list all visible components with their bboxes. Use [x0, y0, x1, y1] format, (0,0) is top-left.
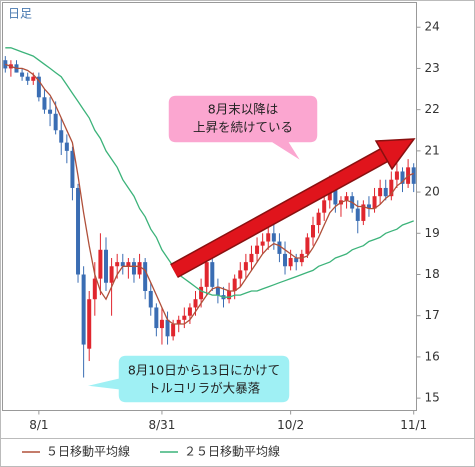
candle-body — [159, 319, 164, 329]
y-tick-label: 15 — [425, 391, 440, 405]
candle-body — [305, 237, 310, 254]
candle-body — [137, 262, 142, 275]
candle-body — [126, 262, 131, 267]
candle-body — [288, 258, 293, 267]
candle-body — [215, 286, 220, 296]
candle-body — [48, 109, 53, 114]
candle-body — [260, 241, 265, 246]
candle-body — [193, 299, 198, 308]
y-tick-label: 19 — [425, 226, 440, 240]
candle-body — [277, 241, 282, 254]
y-tick-label: 16 — [425, 349, 440, 363]
candle-body — [165, 319, 170, 337]
candle-body — [109, 266, 114, 283]
y-tick-label: 17 — [425, 308, 440, 322]
x-tick-label: 10/2 — [277, 418, 304, 432]
candle-body — [266, 233, 271, 242]
overlay: 8月末以降は 上昇を続けている 8月10日から13日にかけて トルコリラが大暴落 — [83, 94, 416, 404]
candle-body — [227, 290, 232, 300]
candle-body — [36, 76, 41, 98]
candle-body — [199, 286, 204, 300]
y-tick-label: 18 — [425, 267, 440, 281]
candle-body — [311, 225, 315, 238]
candle-body — [271, 233, 276, 242]
callout-up — [167, 94, 319, 163]
candle-body — [115, 262, 120, 267]
marks: 15 16 17 18 19 20 21 22 23 24 8/1 8/31 10/2 11/1 — [3, 20, 440, 432]
candle-body — [389, 179, 394, 197]
candle-body — [154, 307, 159, 329]
arrow-shaft — [170, 147, 392, 277]
y-tick-label: 21 — [425, 143, 440, 157]
candle-body — [394, 171, 399, 180]
candle-body — [92, 278, 97, 300]
legend-label: ２５日移動平均線 — [184, 444, 280, 459]
candle-body — [400, 171, 405, 184]
candle-body — [366, 204, 371, 209]
candle-body — [148, 290, 153, 308]
candle-body — [76, 187, 81, 275]
y-tick-label: 24 — [425, 20, 440, 34]
x-tick-label: 8/1 — [29, 418, 48, 432]
candle-body — [204, 262, 209, 287]
candle-body — [20, 72, 25, 77]
candle-body — [64, 142, 69, 151]
candle-body — [316, 212, 321, 226]
candle-body — [322, 200, 327, 213]
candle-body — [31, 76, 36, 81]
candle-body — [104, 249, 108, 283]
candle-body — [238, 270, 243, 279]
candle-body — [187, 307, 192, 316]
callout-text: トルコリラが大暴落 — [148, 381, 261, 396]
candle-body — [249, 253, 254, 263]
moving-average-line — [5, 63, 414, 325]
candle-body — [143, 262, 148, 291]
legend: ５日移動平均線 ２５日移動平均線 — [22, 444, 280, 459]
candle-body — [383, 187, 388, 197]
y-tick-label: 22 — [425, 102, 440, 116]
candle-body — [59, 130, 64, 143]
candle-body — [53, 113, 58, 131]
candle-body — [355, 208, 360, 221]
candle-body — [131, 262, 136, 275]
candle-body — [98, 249, 103, 279]
callout-text: 8月末以降は — [208, 102, 278, 117]
x-tick-label: 8/31 — [148, 418, 175, 432]
candle-body — [70, 150, 75, 188]
candle-body — [120, 262, 125, 267]
candle-body — [176, 319, 181, 324]
candle-body — [210, 262, 215, 287]
candle-body — [372, 196, 377, 209]
plot-area — [2, 2, 417, 411]
candle-body — [171, 323, 176, 337]
candle-body — [243, 262, 248, 271]
timeframe-label: 日足 — [8, 7, 32, 21]
legend-label: ５日移動平均線 — [46, 444, 130, 459]
candle-body — [232, 278, 237, 291]
candle-body — [283, 253, 288, 267]
y-tick-label: 23 — [425, 61, 440, 75]
callout-crash — [83, 354, 291, 404]
candle-body — [361, 204, 366, 221]
callout-text: 上昇を続けている — [193, 120, 293, 135]
candle-body — [344, 196, 349, 201]
moving-average-line — [5, 47, 414, 298]
y-tick-label: 20 — [425, 185, 440, 199]
candle-body — [378, 187, 383, 197]
x-tick-label: 11/1 — [400, 418, 427, 432]
candle-body — [333, 187, 338, 205]
candle-body — [42, 97, 47, 110]
candle-body — [25, 76, 30, 81]
arrow-head — [374, 138, 416, 171]
candle-body — [87, 299, 92, 349]
candle-body — [81, 274, 86, 345]
candle-body — [294, 258, 299, 263]
candle-body — [411, 167, 416, 184]
candle-body — [255, 245, 260, 254]
candle-body — [182, 315, 187, 320]
callout-text: 8月10日から13日にかけて — [128, 363, 280, 378]
